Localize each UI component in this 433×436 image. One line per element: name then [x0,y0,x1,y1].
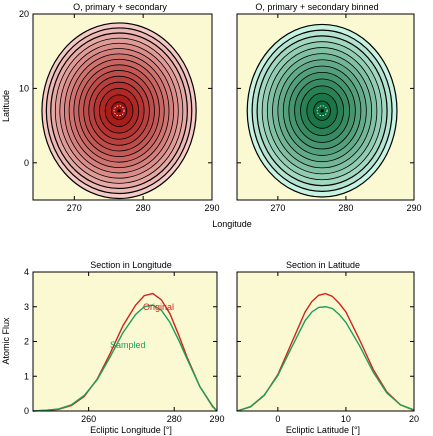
x-axis-label-longitude: Longitude [212,219,252,229]
chart-title-section-latitude: Section in Latitude [286,260,360,270]
x-tick-label: 290 [406,203,421,213]
contour-peak [320,109,324,113]
contour-peak-ring [113,105,125,117]
y-axis-label-latitude: Latitude [1,90,11,122]
y-tick-label: 2 [24,337,29,347]
x-tick-label: 280 [167,414,182,424]
plot-frame [32,13,213,201]
x-tick-label: 270 [67,203,82,213]
x-axis-label-ecliptic-longitude: Ecliptic Longitude [°] [90,425,172,435]
section-longitude-panel: 260 280 290 0 1 2 3 4 [24,267,225,424]
contour-peak-ring [316,105,328,117]
x-tick-label: 20 [409,414,419,424]
annotation-sampled: Sampled [110,340,146,350]
series-sampled-line [32,304,218,412]
plot-area [33,272,217,411]
y-tick-label: 3 [24,302,29,312]
y-axis-label-atomic-flux: Atomic Flux [1,317,11,365]
plot-frame [236,13,415,201]
chart-title-section-longitude: Section in Longitude [90,260,172,270]
contour-panel-primary-secondary: 270 280 290 0 10 20 [19,9,220,213]
plot-frame [32,271,218,412]
contour-peak [117,109,121,113]
x-tick-label: 0 [275,414,280,424]
y-tick-label: 0 [24,158,29,168]
x-tick-label: 290 [204,203,219,213]
chart-title-primary-secondary: O, primary + secondary [73,2,167,12]
x-tick-label: 280 [136,203,151,213]
y-tick-label: 1 [24,371,29,381]
chart-title-binned: O, primary + secondary binned [255,2,378,12]
y-tick-label: 4 [24,267,29,277]
x-tick-label: 290 [209,414,224,424]
x-tick-label: 260 [81,414,96,424]
y-tick-label: 0 [24,406,29,416]
x-axis-label-ecliptic-latitude: Ecliptic Latitude [°] [286,425,360,435]
annotation-original: Original [143,302,174,312]
plot-frame [236,271,415,412]
x-tick-label: 280 [338,203,353,213]
section-latitude-panel: 0 10 20 [236,271,419,424]
x-tick-label: 10 [341,414,351,424]
y-tick-label: 20 [19,9,29,19]
y-tick-label: 10 [19,83,29,93]
x-tick-label: 270 [270,203,285,213]
series-sampled-line [236,306,415,412]
contour-panel-binned: 270 280 290 [236,13,422,213]
